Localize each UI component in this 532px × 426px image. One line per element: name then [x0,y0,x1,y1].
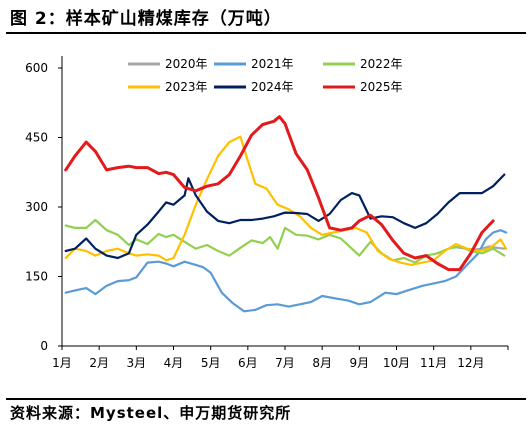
legend-item: 2022年 [323,57,403,71]
legend-item: 2024年 [214,80,294,94]
x-tick-label: 12月 [457,356,484,370]
y-tick-label: 300 [25,200,48,214]
chart-series [64,115,508,313]
series-line-2021 [64,229,508,313]
source-rule [6,398,526,400]
legend-label: 2023年 [165,80,208,94]
x-tick-label: 3月 [127,356,147,370]
legend-label: 2024年 [251,80,294,94]
legend-item: 2020年 [128,57,208,71]
x-tick-label: 11月 [420,356,447,370]
x-tick-label: 1月 [52,356,72,370]
series-line-2025 [64,115,495,272]
legend-label: 2025年 [360,80,403,94]
legend-label: 2020年 [165,57,208,71]
x-tick-label: 5月 [201,356,221,370]
legend-item: 2023年 [128,80,208,94]
x-tick-label: 4月 [164,356,184,370]
x-tick-label: 2月 [89,356,109,370]
legend-label: 2022年 [360,57,403,71]
legend-label: 2021年 [251,57,294,71]
x-tick-label: 8月 [312,356,332,370]
x-tick-label: 6月 [238,356,258,370]
y-tick-label: 600 [25,61,48,75]
y-tick-label: 450 [25,131,48,145]
legend-item: 2021年 [214,57,294,71]
x-tick-label: 10月 [383,356,410,370]
y-tick-label: 0 [40,339,48,353]
figure-title: 图 2：样本矿山精煤库存（万吨） [10,9,282,29]
chart-legend: 2020年 2021年 2022年 2023年 2024年 2025年 [128,57,403,94]
y-tick-label: 150 [25,270,48,284]
legend-item: 2025年 [323,80,403,94]
chart-axes: 0 150 300 450 600 1月 2月 3月 4月 5月 6月 7月 8月 9月 10月 11月 12月 [25,56,509,370]
title-rule [6,32,526,34]
source-note: 资料来源：Mysteel、申万期货研究所 [10,404,292,422]
series-line-2024 [64,173,506,260]
x-tick-label: 9月 [350,356,370,370]
line-chart: 0 150 300 450 600 1月 2月 3月 4月 5月 6月 7月 8月 9月 10月 11月 12月… [25,56,509,370]
x-tick-label: 7月 [275,356,295,370]
